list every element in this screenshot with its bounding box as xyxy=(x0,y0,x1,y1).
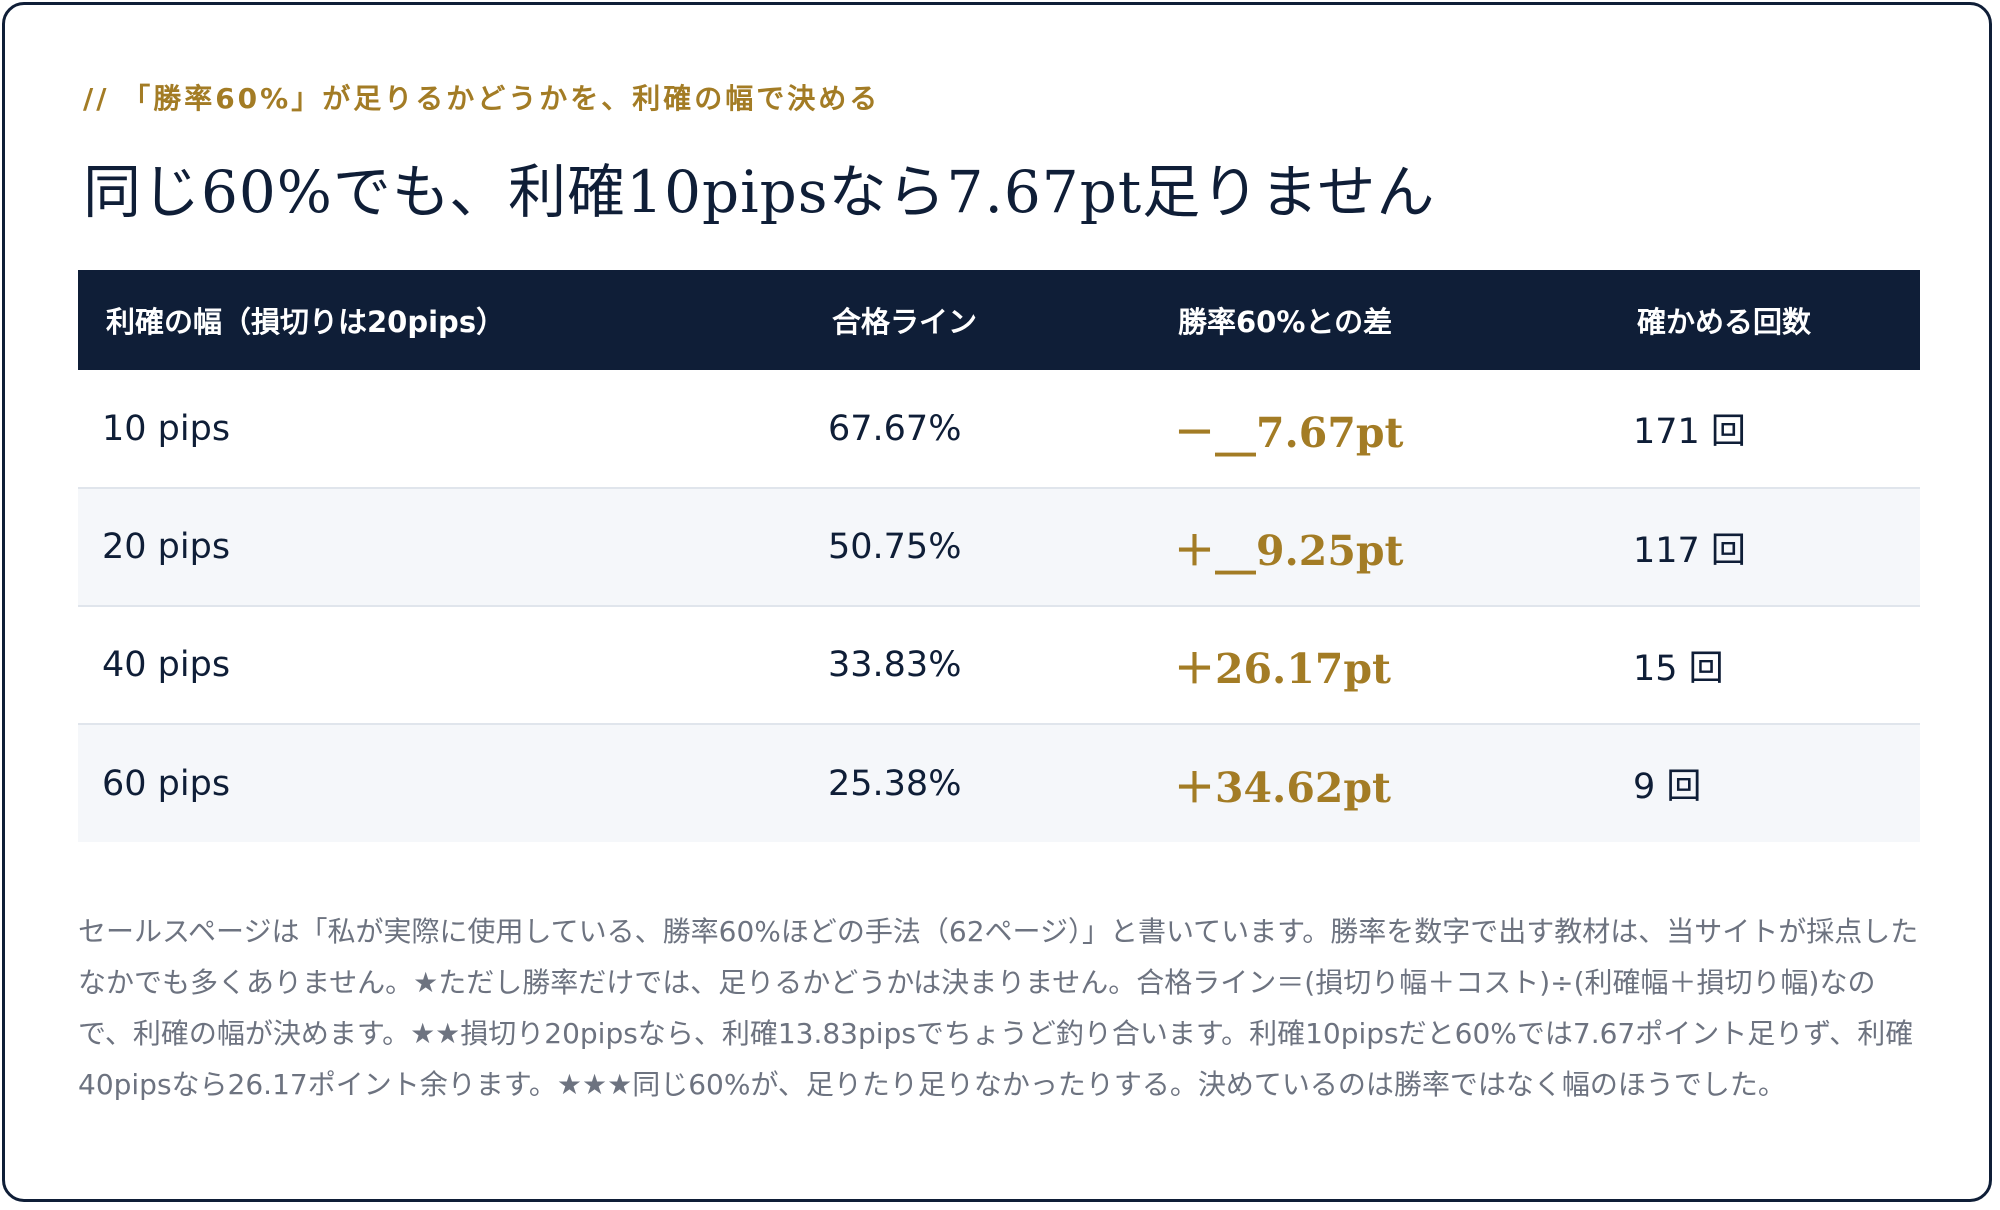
take-profit-table: 利確の幅（損切りは20pips） 合格ライン 勝率60%との差 確かめる回数 1… xyxy=(78,270,1920,842)
cell-pass-line: 50.75% xyxy=(828,527,962,567)
cell-pass-line: 67.67% xyxy=(828,408,962,449)
table-row: 60 pips 25.38% ＋34.62pt 9 回 xyxy=(78,724,1920,842)
cell-diff: ＋34.62pt xyxy=(1174,763,1391,812)
cell-count: 117 回 xyxy=(1633,530,1746,571)
table-header-row: 利確の幅（損切りは20pips） 合格ライン 勝率60%との差 確かめる回数 xyxy=(78,270,1920,370)
cell-diff: ＋__9.25pt xyxy=(1174,527,1404,575)
cell-diff: －__7.67pt xyxy=(1174,408,1404,457)
cell-diff: ＋26.17pt xyxy=(1174,645,1391,693)
column-header-diff: 勝率60%との差 xyxy=(1178,305,1393,339)
table-row: 20 pips 50.75% ＋__9.25pt 117 回 xyxy=(78,488,1920,606)
column-header-count: 確かめる回数 xyxy=(1637,305,1812,339)
cell-count: 15 回 xyxy=(1633,648,1724,689)
explanation-paragraph: セールスページは「私が実際に使用している、勝率60%ほどの手法（62ページ）」と… xyxy=(78,915,1919,1101)
cell-pass-line: 33.83% xyxy=(828,645,962,685)
cell-count: 9 回 xyxy=(1633,767,1702,807)
table-row: 10 pips 67.67% －__7.67pt 171 回 xyxy=(78,370,1920,488)
page-title: 同じ60%でも、利確10pipsなら7.67pt足りません xyxy=(83,158,1436,226)
cell-take-profit: 60 pips xyxy=(102,763,231,804)
cell-pass-line: 25.38% xyxy=(828,763,962,804)
cell-take-profit: 10 pips xyxy=(102,408,231,449)
section-eyebrow: // 「勝率60%」が足りるかどうかを、利確の幅で決める xyxy=(83,82,881,115)
column-header-take-profit: 利確の幅（損切りは20pips） xyxy=(106,305,506,339)
cell-count: 171 回 xyxy=(1633,412,1746,452)
table-row: 40 pips 33.83% ＋26.17pt 15 回 xyxy=(78,606,1920,724)
cell-take-profit: 40 pips xyxy=(102,645,231,685)
column-header-pass-line: 合格ライン xyxy=(832,305,978,339)
cell-take-profit: 20 pips xyxy=(102,527,231,567)
